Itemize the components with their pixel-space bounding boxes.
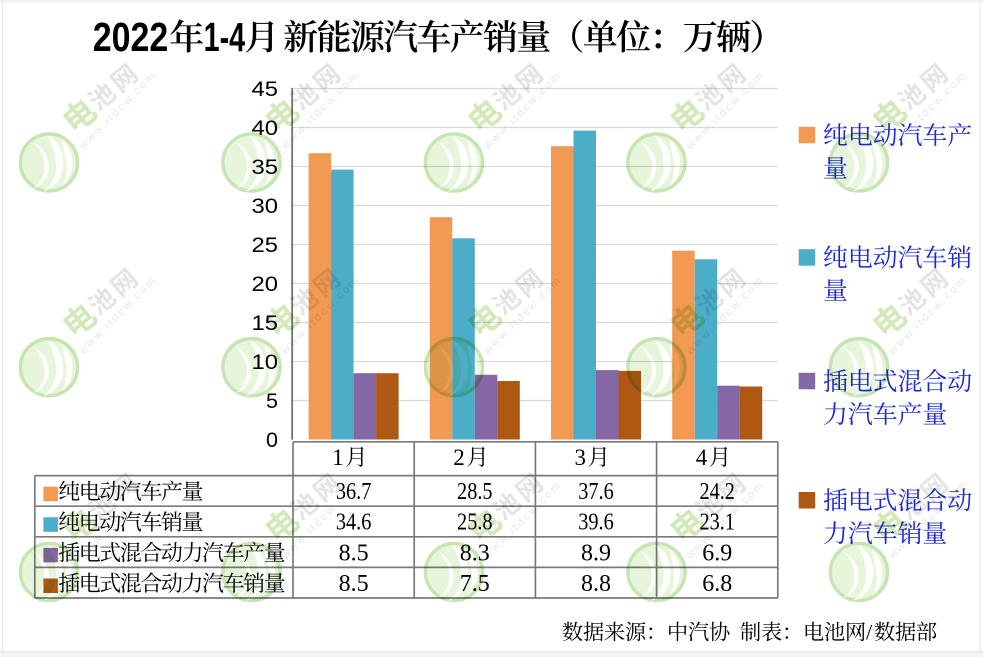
svg-text:8.8: 8.8 <box>581 571 611 597</box>
svg-text:8.5: 8.5 <box>339 571 369 597</box>
svg-text:25: 25 <box>252 233 279 257</box>
svg-text:0: 0 <box>266 428 278 452</box>
svg-text:39.6: 39.6 <box>578 510 614 536</box>
svg-text:4: 4 <box>696 445 708 470</box>
svg-text:1: 1 <box>332 445 344 470</box>
svg-text:34.6: 34.6 <box>336 510 372 536</box>
svg-text:6.8: 6.8 <box>702 571 732 597</box>
svg-text:28.5: 28.5 <box>457 479 493 505</box>
svg-text:45: 45 <box>252 77 279 101</box>
svg-text:1-4: 1-4 <box>204 14 246 60</box>
svg-text:20: 20 <box>252 272 279 296</box>
svg-text:3: 3 <box>575 445 587 470</box>
svg-text:8.5: 8.5 <box>339 540 369 566</box>
svg-text:8.9: 8.9 <box>581 540 611 566</box>
svg-text:5: 5 <box>266 389 278 413</box>
svg-text:2: 2 <box>453 445 465 470</box>
svg-text:2022: 2022 <box>93 14 169 60</box>
svg-text:30: 30 <box>252 194 279 218</box>
svg-text:/: / <box>866 620 873 645</box>
svg-text:37.6: 37.6 <box>578 479 614 505</box>
